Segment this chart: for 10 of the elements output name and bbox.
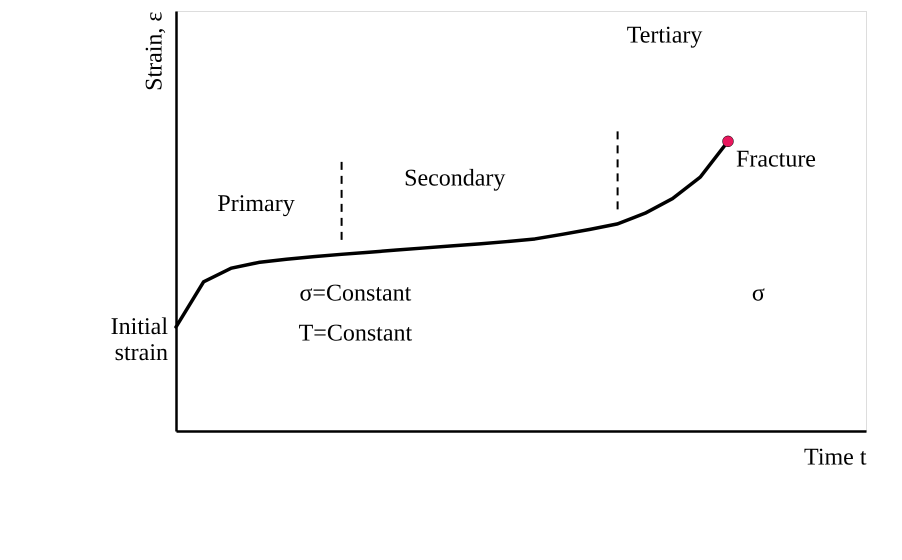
annotation: Primary: [217, 190, 295, 217]
y-axis-title: Strain, ε: [142, 12, 168, 91]
annotation: T=Constant: [298, 320, 412, 347]
annotation: Secondary: [404, 166, 506, 192]
x-axis-title: Time t: [804, 444, 867, 470]
text: σ: [752, 280, 765, 307]
annotation: Fracture: [736, 146, 816, 172]
annotation: σ=Constant: [299, 280, 412, 307]
text: Tertiary: [626, 22, 702, 49]
annotation: Initial strain: [110, 314, 168, 366]
